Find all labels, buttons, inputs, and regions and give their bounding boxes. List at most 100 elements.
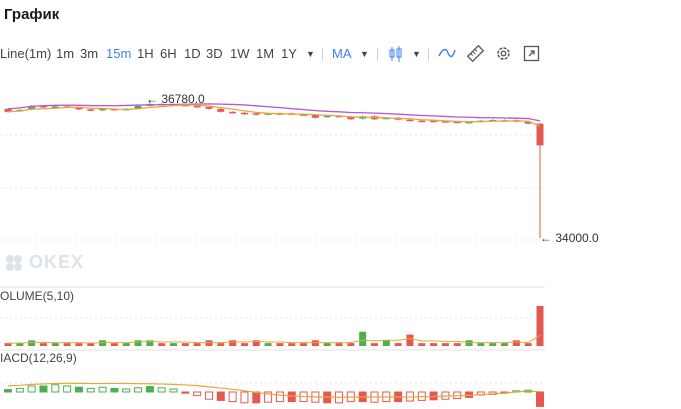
toolbar-divider	[322, 48, 323, 61]
volume-bar	[430, 343, 438, 346]
macd-bar	[122, 388, 131, 393]
settings-gear-icon[interactable]	[495, 45, 512, 65]
candle-body	[441, 121, 449, 123]
macd-bar	[134, 387, 143, 393]
volume-bar	[276, 343, 284, 346]
high-price-value: 36780.0	[161, 92, 205, 106]
volume-bar	[134, 340, 142, 346]
volume-bar	[489, 343, 497, 346]
volume-bar	[193, 343, 201, 346]
window-title: График	[4, 6, 60, 23]
candle-body	[217, 108, 225, 112]
candle-body	[4, 108, 12, 112]
candle-body	[311, 114, 319, 118]
volume-bar	[465, 340, 473, 346]
macd-signal-line	[7, 382, 541, 398]
ma-slow-line	[7, 103, 541, 122]
macd-bar	[98, 386, 107, 393]
interval-1d[interactable]: 1D	[184, 46, 201, 61]
fullscreen-icon[interactable]	[523, 45, 540, 65]
macd-panel-label: IACD(12,26,9)	[0, 351, 77, 365]
candle-body	[205, 106, 213, 109]
ma-indicator-button[interactable]: MA	[332, 46, 352, 61]
interval-15m[interactable]: 15m	[106, 46, 132, 61]
volume-bar	[158, 343, 166, 346]
volume-bar	[51, 343, 59, 346]
candle-body	[39, 105, 47, 108]
candle-body	[51, 106, 59, 108]
candle-body	[28, 105, 36, 110]
candle-body	[252, 113, 260, 115]
candle-body	[323, 115, 331, 118]
volume-bar	[477, 343, 485, 346]
macd-bar	[228, 391, 237, 403]
volume-bar	[359, 331, 367, 346]
chevron-down-icon[interactable]: ▼	[360, 49, 369, 59]
candle-body	[465, 121, 473, 124]
volume-bar	[370, 343, 378, 346]
macd-bar	[27, 385, 36, 393]
candle-body	[240, 112, 248, 115]
volume-bar	[205, 340, 213, 346]
candle-body	[181, 104, 189, 107]
candle-body	[87, 109, 95, 111]
candle-body	[300, 114, 308, 116]
interval-3d[interactable]: 3D	[206, 46, 223, 61]
macd-bar	[86, 387, 95, 393]
volume-bar	[75, 343, 83, 346]
interval-6h[interactable]: 6H	[160, 46, 177, 61]
volume-bar	[512, 340, 520, 346]
candle-body	[406, 119, 414, 122]
volume-bar	[39, 343, 47, 346]
candle-type-icon[interactable]	[388, 45, 404, 66]
chevron-down-icon[interactable]: ▼	[412, 49, 421, 59]
volume-bar	[146, 340, 154, 346]
okex-logo-icon	[6, 255, 22, 271]
volume-bar	[170, 343, 178, 346]
volume-ma-line	[8, 334, 541, 344]
candle-body	[99, 108, 107, 111]
volume-bar	[4, 343, 12, 346]
candle-body	[430, 120, 438, 123]
line-draw-icon[interactable]	[438, 46, 456, 63]
interval-3m[interactable]: 3m	[80, 46, 99, 61]
macd-bar	[252, 391, 261, 404]
volume-bar	[406, 334, 414, 346]
volume-bar	[394, 343, 402, 346]
volume-bar	[87, 343, 95, 346]
volume-bar	[252, 340, 260, 346]
volume-bar	[240, 343, 248, 346]
low-price-value: 34000.0	[555, 231, 599, 245]
candle-body	[382, 117, 390, 120]
macd-bar	[181, 391, 190, 394]
interval-1m-month[interactable]: 1M	[256, 46, 275, 61]
volume-bar	[288, 343, 296, 346]
volume-bar	[99, 340, 107, 346]
chart-toolbar: Line(1m) 1m 3m 15m 1H 6H 1D 3D 1W 1M 1Y …	[0, 44, 681, 64]
ruler-icon[interactable]	[466, 44, 485, 65]
chevron-down-icon[interactable]: ▼	[306, 49, 315, 59]
interval-1y[interactable]: 1Y	[281, 46, 297, 61]
toolbar-divider	[377, 48, 378, 61]
volume-bar	[501, 343, 509, 346]
low-price-label: ← 34000.0	[540, 231, 599, 245]
volume-bar	[524, 343, 532, 346]
line-1m-button[interactable]: Line(1m)	[0, 46, 52, 61]
interval-1w[interactable]: 1W	[230, 46, 250, 61]
volume-bar	[122, 343, 130, 346]
candle-body	[229, 111, 237, 114]
candle-body	[193, 105, 201, 108]
volume-bar	[453, 343, 461, 346]
high-price-label: ← 36780.0	[146, 92, 205, 106]
volume-bar	[335, 343, 343, 346]
macd-bar	[63, 385, 72, 393]
macd-bar	[145, 386, 154, 393]
volume-bar	[181, 343, 189, 346]
interval-1m[interactable]: 1m	[56, 46, 75, 61]
ma-fast-line	[7, 104, 541, 127]
macd-bar	[157, 387, 166, 393]
candle-body	[524, 121, 532, 124]
volume-bar	[110, 343, 118, 346]
interval-1h[interactable]: 1H	[137, 46, 154, 61]
